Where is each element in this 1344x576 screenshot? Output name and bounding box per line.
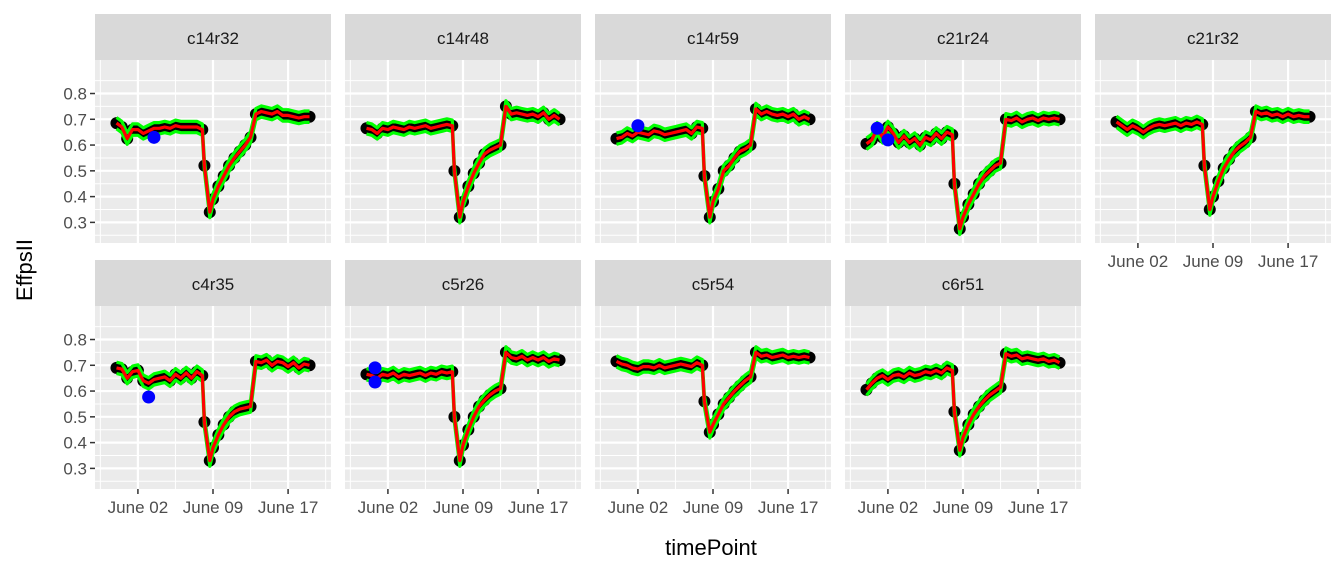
facet-panel-c14r32: c14r32	[95, 14, 331, 243]
fit-line	[616, 107, 811, 219]
facet-strip	[345, 14, 581, 60]
fit-line	[115, 109, 310, 214]
facet-strip	[595, 14, 831, 60]
y-axis-title: EffpsII	[12, 239, 37, 301]
facet-strip	[345, 260, 581, 306]
facet-panel-c14r59: c14r59	[595, 14, 831, 243]
fit-line	[1115, 109, 1310, 212]
facet-strip-label: c21r24	[937, 29, 989, 48]
y-tick-label: 0.8	[63, 331, 87, 350]
data-point	[803, 351, 816, 364]
x-tick-label: June 17	[1008, 498, 1069, 517]
upper-band-line	[615, 345, 810, 429]
panel-data	[610, 345, 816, 440]
panel-data	[110, 352, 316, 468]
outlier-point	[881, 133, 895, 147]
y-tick-label: 0.5	[63, 162, 87, 181]
x-tick-label: June 17	[758, 498, 819, 517]
y-tick-label: 0.7	[63, 356, 87, 375]
outlier-point	[631, 119, 645, 133]
facet-panel-c21r32: c21r32	[1095, 14, 1331, 243]
y-tick-label: 0.5	[63, 408, 87, 427]
x-tick-label: June 09	[683, 498, 744, 517]
facet-strip-label: c4r35	[192, 275, 235, 294]
x-tick-label: June 17	[508, 498, 569, 517]
y-tick-label: 0.7	[63, 110, 87, 129]
facet-strip	[95, 260, 331, 306]
x-tick-label: June 02	[1108, 252, 1169, 271]
y-tick-label: 0.3	[63, 213, 87, 232]
y-tick-label: 0.8	[63, 85, 87, 104]
facet-panel-c6r51: c6r51	[845, 260, 1081, 489]
facet-strip	[595, 260, 831, 306]
facet-strip	[845, 14, 1081, 60]
facet-strip-label: c14r59	[687, 29, 739, 48]
x-tick-label: June 09	[933, 498, 994, 517]
x-tick-label: June 02	[108, 498, 169, 517]
panel-data	[610, 101, 816, 225]
data-point	[303, 359, 316, 372]
facet-strip-label: c14r48	[437, 29, 489, 48]
x-tick-label: June 17	[1258, 252, 1319, 271]
data-point	[303, 110, 316, 123]
facet-strip	[845, 260, 1081, 306]
facet-panel-c4r35: c4r35	[95, 260, 331, 489]
lower-band-line	[615, 356, 810, 440]
facet-panel-c5r26: c5r26	[345, 260, 581, 489]
panels-layer: c14r32 c14r48 c14r59 c21r24 c21r32 c4r35 c5r26…	[95, 14, 1331, 489]
facet-strip-label: c5r26	[442, 275, 485, 294]
y-tick-label: 0.3	[63, 459, 87, 478]
panel-data	[110, 104, 316, 220]
facet-strip	[1095, 14, 1331, 60]
facet-panel-c14r48: c14r48	[345, 14, 581, 243]
facet-strip-label: c14r32	[187, 29, 239, 48]
outlier-point	[142, 390, 156, 404]
panel-data	[860, 346, 1066, 458]
facet-strip-label: c6r51	[942, 275, 985, 294]
panel-data	[1110, 104, 1316, 217]
facet-strip-label: c21r32	[1187, 29, 1239, 48]
axes-layer: 0.3 0.4 0.5 0.6 0.7 0.8 June 02 June 09 June 17 0…	[63, 85, 1318, 517]
x-axis-title: timePoint	[665, 535, 757, 560]
x-tick-label: June 09	[1183, 252, 1244, 271]
x-tick-label: June 09	[183, 498, 244, 517]
fit-line	[366, 104, 561, 219]
x-tick-label: June 02	[858, 498, 919, 517]
outlier-point	[368, 375, 382, 389]
data-point	[1053, 113, 1066, 126]
facet-panel-c21r24: c21r24	[845, 14, 1081, 243]
panel-data	[860, 110, 1066, 237]
panel-data	[360, 99, 566, 225]
outlier-point	[870, 121, 884, 135]
y-tick-label: 0.4	[63, 188, 87, 207]
data-point	[1303, 110, 1316, 123]
outlier-point	[147, 130, 161, 144]
y-tick-label: 0.6	[63, 136, 87, 155]
facet-strip-label: c5r54	[692, 275, 735, 294]
data-point	[553, 354, 566, 367]
x-tick-label: June 02	[608, 498, 669, 517]
x-tick-label: June 09	[433, 498, 494, 517]
fit-line	[865, 116, 1060, 231]
fit-line	[116, 358, 310, 463]
y-tick-label: 0.4	[63, 434, 87, 453]
fit-line	[865, 352, 1061, 452]
fit-line	[366, 350, 560, 463]
facet-panel-c5r54: c5r54	[595, 260, 831, 489]
x-tick-label: June 02	[358, 498, 419, 517]
panel-data	[360, 345, 566, 468]
x-tick-label: June 17	[258, 498, 319, 517]
facet-strip	[95, 14, 331, 60]
fit-line	[615, 350, 810, 434]
outlier-point	[368, 361, 382, 375]
y-tick-label: 0.6	[63, 382, 87, 401]
